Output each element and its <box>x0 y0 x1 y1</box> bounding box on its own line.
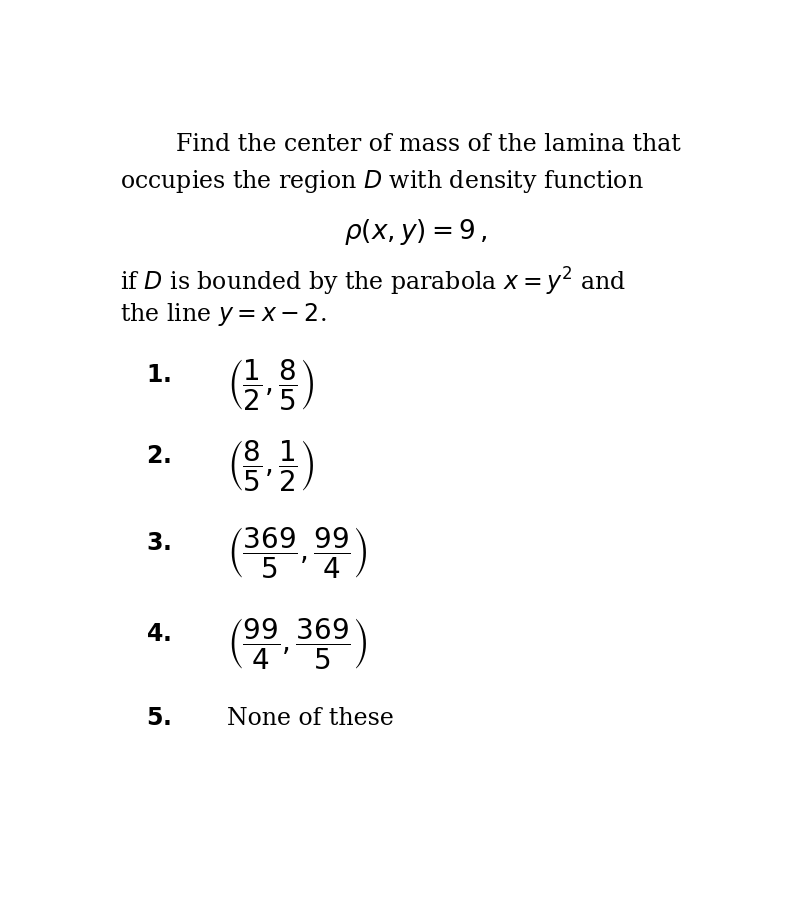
Text: $\mathbf{1.}$: $\mathbf{1.}$ <box>145 364 170 387</box>
Text: $\mathbf{4.}$: $\mathbf{4.}$ <box>145 623 170 646</box>
Text: $\mathbf{2.}$: $\mathbf{2.}$ <box>145 445 170 468</box>
Text: $\left(\dfrac{99}{4},\dfrac{369}{5}\right)$: $\left(\dfrac{99}{4},\dfrac{369}{5}\righ… <box>227 616 367 671</box>
Text: if $D$ is bounded by the parabola $x = y^2$ and: if $D$ is bounded by the parabola $x = y… <box>120 266 625 299</box>
Text: $\left(\dfrac{1}{2},\dfrac{8}{5}\right)$: $\left(\dfrac{1}{2},\dfrac{8}{5}\right)$ <box>227 357 315 412</box>
Text: occupies the region $D$ with density function: occupies the region $D$ with density fun… <box>120 168 643 195</box>
Text: None of these: None of these <box>227 706 394 730</box>
Text: the line $y = x - 2$.: the line $y = x - 2$. <box>120 301 326 328</box>
Text: Find the center of mass of the lamina that: Find the center of mass of the lamina th… <box>176 133 680 156</box>
Text: $\rho(x, y) = 9\,,$: $\rho(x, y) = 9\,,$ <box>344 217 487 247</box>
Text: $\left(\dfrac{369}{5},\dfrac{99}{4}\right)$: $\left(\dfrac{369}{5},\dfrac{99}{4}\righ… <box>227 525 367 580</box>
Text: $\left(\dfrac{8}{5},\dfrac{1}{2}\right)$: $\left(\dfrac{8}{5},\dfrac{1}{2}\right)$ <box>227 438 315 492</box>
Text: $\mathbf{5.}$: $\mathbf{5.}$ <box>145 706 170 730</box>
Text: $\mathbf{3.}$: $\mathbf{3.}$ <box>145 532 170 555</box>
